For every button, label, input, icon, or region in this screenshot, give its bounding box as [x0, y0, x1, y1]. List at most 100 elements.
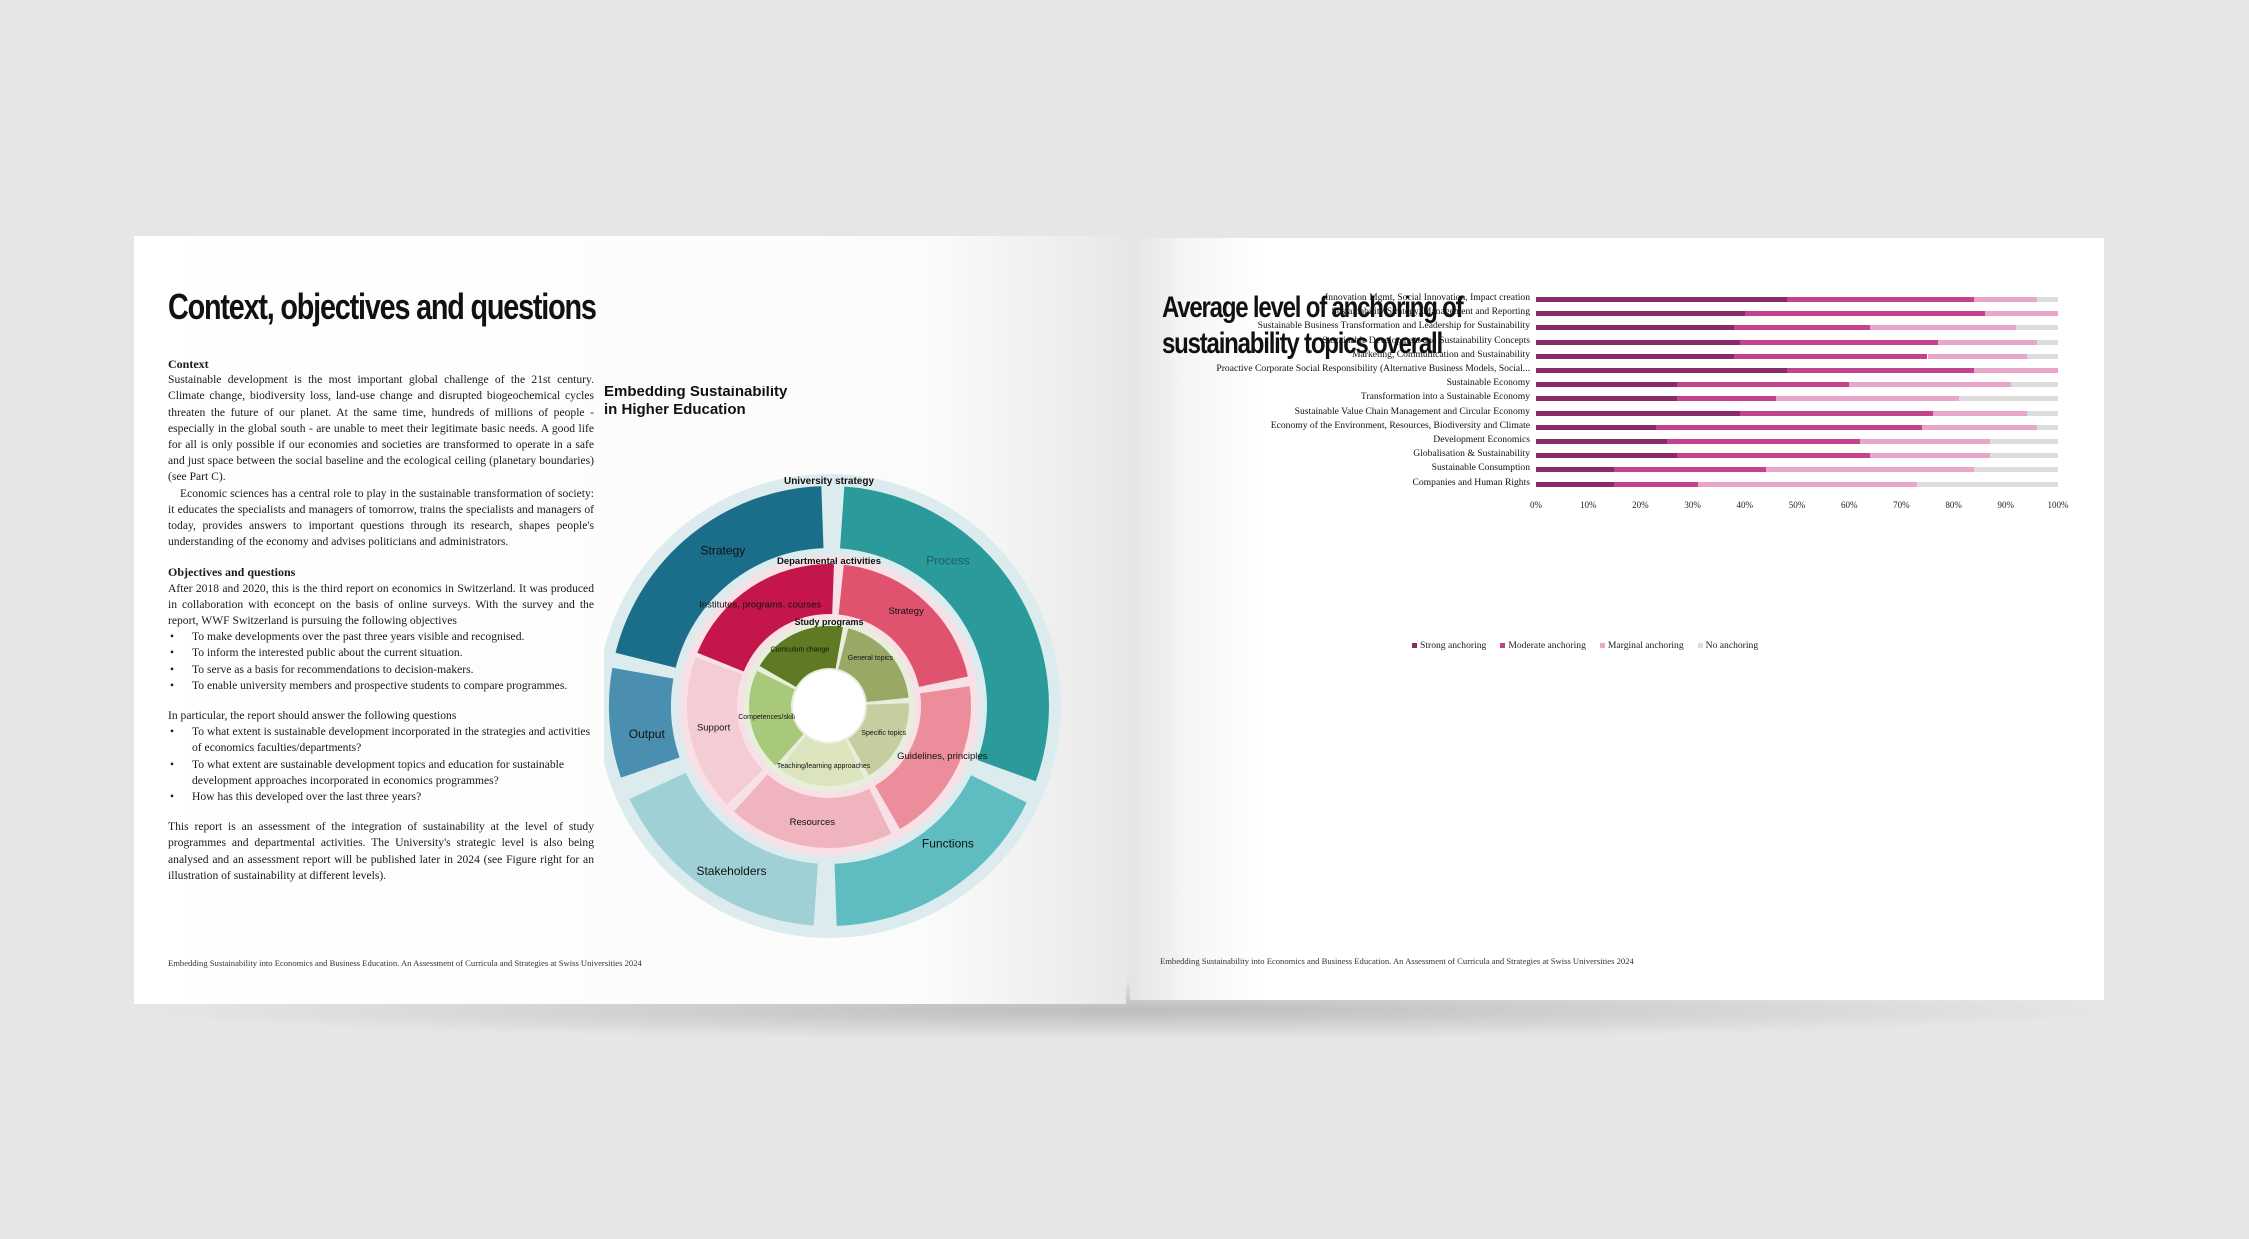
bar-segment — [1958, 396, 2058, 402]
anchoring-chart: Innovation Mgmt, Social Innovation, Impa… — [1130, 238, 2104, 1000]
diagram-title-line2: in Higher Education — [604, 401, 746, 418]
chart-title-line2: sustainability topics overall — [1162, 327, 1443, 360]
row-label: Transformation into a Sustainable Econom… — [1360, 391, 1530, 403]
bar-segment — [1614, 481, 1698, 487]
row-label: Marketing, Communication and Sustainabil… — [1352, 348, 1530, 360]
bar-segment — [2011, 382, 2058, 388]
row-label: Sustainable Business Transformation and … — [1257, 320, 1530, 332]
bar-segment — [1676, 453, 1871, 459]
legend-label: No anchoring — [1705, 640, 1759, 651]
page-footer: Embedding Sustainability into Economics … — [1160, 956, 1634, 966]
bar-segment — [1990, 439, 2058, 444]
questions-list: To what extent is sustainable developmen… — [168, 724, 594, 805]
list-item: To make developments over the past three… — [168, 629, 594, 645]
legend-item: Marginal anchoring — [1599, 640, 1684, 651]
bar-segment — [1536, 325, 1735, 331]
row-label: Sustainable Value Chain Management and C… — [1294, 405, 1530, 417]
middle-segment — [875, 686, 971, 829]
bar-segment — [1536, 368, 1787, 373]
right-page: Average level of anchoring of sustainabi… — [1130, 238, 2104, 1000]
legend-swatch — [1500, 643, 1506, 648]
outer-segment — [609, 667, 680, 778]
left-page: Context, objectives and questions Contex… — [134, 236, 1126, 1004]
middle-segment — [687, 657, 763, 805]
legend-label: Marginal anchoring — [1607, 640, 1684, 651]
chart-title-line1: Average level of anchoring of — [1162, 291, 1464, 324]
bar-segment — [1536, 424, 1657, 430]
legend-swatch — [1599, 643, 1605, 648]
bar-segment — [1974, 467, 2058, 473]
row-label: Innovation Mgmt, Social Innovation, Impa… — [1325, 292, 1530, 303]
x-tick-label: 40% — [1736, 499, 1754, 510]
list-item: To inform the interested public about th… — [168, 645, 594, 661]
x-tick-label: 10% — [1579, 499, 1597, 510]
bar-segment — [1536, 297, 1787, 302]
inner-segment — [779, 735, 865, 786]
list-item: To what extent is sustainable developmen… — [168, 724, 594, 756]
bar-segment — [1536, 410, 1740, 416]
inner-label: General topics — [848, 655, 894, 662]
middle-label: Resources — [790, 817, 836, 828]
list-item: To enable university members and prospec… — [168, 678, 594, 694]
outer-segment — [840, 486, 1049, 782]
middle-segment — [697, 564, 834, 672]
objectives-paragraph: After 2018 and 2020, this is the third r… — [168, 581, 594, 628]
middle-label: Support — [697, 723, 731, 734]
bar-segment — [1870, 453, 1991, 459]
legend-label: Strong anchoring — [1420, 640, 1487, 651]
middle-label: Guidelines, principles — [897, 751, 988, 762]
row-label: Development Economics — [1433, 434, 1530, 445]
bar-segment — [1786, 297, 1975, 302]
x-tick-label: 30% — [1684, 499, 1701, 510]
questions-intro: In particular, the report should answer … — [168, 709, 457, 723]
bar-segment — [1536, 481, 1615, 487]
outer-label: Process — [926, 553, 969, 567]
bar-segment — [1676, 382, 1850, 388]
inner-label: Competences/skills — [738, 714, 799, 721]
context-heading: Context — [168, 357, 209, 371]
bar-segment — [1765, 467, 1975, 473]
page-title: Context, objectives and questions — [168, 286, 597, 327]
inner-segment — [838, 628, 909, 703]
x-tick-label: 100% — [2047, 499, 2069, 510]
x-tick-label: 20% — [1632, 499, 1649, 510]
bar-segment — [1922, 424, 2038, 430]
bar-segment — [1917, 481, 2058, 487]
bar-segment — [2026, 353, 2058, 359]
bar-segment — [1676, 396, 1777, 402]
bar-segment — [1734, 353, 1928, 359]
outer-label: Functions — [922, 837, 974, 851]
inner-segment — [759, 626, 843, 687]
objectives-list: To make developments over the past three… — [168, 629, 594, 694]
bar-segment — [1744, 311, 1985, 317]
outer-label: Stakeholders — [696, 864, 766, 878]
university-strategy-label: University strategy — [784, 476, 874, 487]
inner-label: Specific topics — [861, 730, 906, 737]
bar-segment — [1536, 382, 1677, 388]
bar-segment — [2026, 410, 2058, 416]
row-label: Economy of the Environment, Resources, B… — [1270, 419, 1530, 431]
bar-segment — [1536, 396, 1677, 402]
legend-item: Moderate anchoring — [1500, 640, 1586, 651]
legend-label: Moderate anchoring — [1508, 640, 1586, 651]
bar-segment — [1984, 311, 2058, 317]
inner-label: Curriculum change — [771, 646, 830, 653]
legend-item: Strong anchoring — [1412, 640, 1486, 651]
inner-label: Teaching/learning approaches — [777, 763, 871, 770]
row-label: Sustainability Strategy, Management and … — [1331, 306, 1530, 318]
context-paragraph: Sustainable development is the most impo… — [168, 373, 594, 484]
bar-segment — [1536, 467, 1615, 473]
x-tick-label: 90% — [1997, 499, 2015, 510]
outer-segment — [834, 775, 1027, 926]
bar-segment — [1614, 467, 1766, 473]
row-label: Companies and Human Rights — [1412, 476, 1530, 488]
bar-segment — [1666, 439, 1860, 444]
chart-title: Average level of anchoring of sustainabi… — [1162, 290, 1464, 362]
list-item: How has this developed over the last thr… — [168, 789, 594, 805]
bar-segment — [2016, 325, 2058, 331]
bar-segment — [2037, 424, 2058, 430]
bar-segment — [1536, 353, 1735, 359]
inner-segment — [848, 703, 909, 776]
x-tick-label: 60% — [1840, 499, 1858, 510]
bar-segment — [1849, 382, 2011, 388]
